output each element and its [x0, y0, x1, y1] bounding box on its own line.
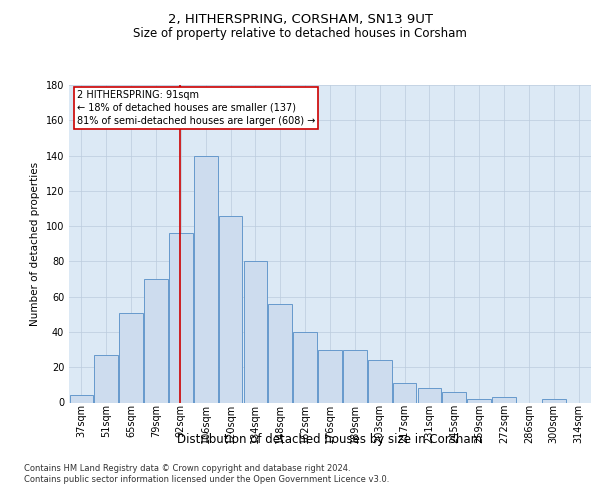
Bar — [442, 392, 466, 402]
Text: 2 HITHERSPRING: 91sqm
← 18% of detached houses are smaller (137)
81% of semi-det: 2 HITHERSPRING: 91sqm ← 18% of detached … — [77, 90, 315, 126]
Bar — [268, 304, 292, 402]
Bar — [194, 156, 218, 402]
Text: Size of property relative to detached houses in Corsham: Size of property relative to detached ho… — [133, 28, 467, 40]
Y-axis label: Number of detached properties: Number of detached properties — [30, 162, 40, 326]
Bar — [144, 279, 168, 402]
Bar — [244, 262, 267, 402]
Text: Distribution of detached houses by size in Corsham: Distribution of detached houses by size … — [178, 432, 482, 446]
Bar — [293, 332, 317, 402]
Bar — [119, 312, 143, 402]
Text: Contains public sector information licensed under the Open Government Licence v3: Contains public sector information licen… — [24, 475, 389, 484]
Bar — [467, 399, 491, 402]
Bar — [542, 399, 566, 402]
Bar — [343, 350, 367, 403]
Text: 2, HITHERSPRING, CORSHAM, SN13 9UT: 2, HITHERSPRING, CORSHAM, SN13 9UT — [167, 12, 433, 26]
Bar — [94, 355, 118, 403]
Bar — [318, 350, 342, 403]
Bar — [393, 383, 416, 402]
Text: Contains HM Land Registry data © Crown copyright and database right 2024.: Contains HM Land Registry data © Crown c… — [24, 464, 350, 473]
Bar — [70, 396, 93, 402]
Bar — [492, 397, 516, 402]
Bar — [368, 360, 392, 403]
Bar — [169, 233, 193, 402]
Bar — [418, 388, 441, 402]
Bar — [219, 216, 242, 402]
